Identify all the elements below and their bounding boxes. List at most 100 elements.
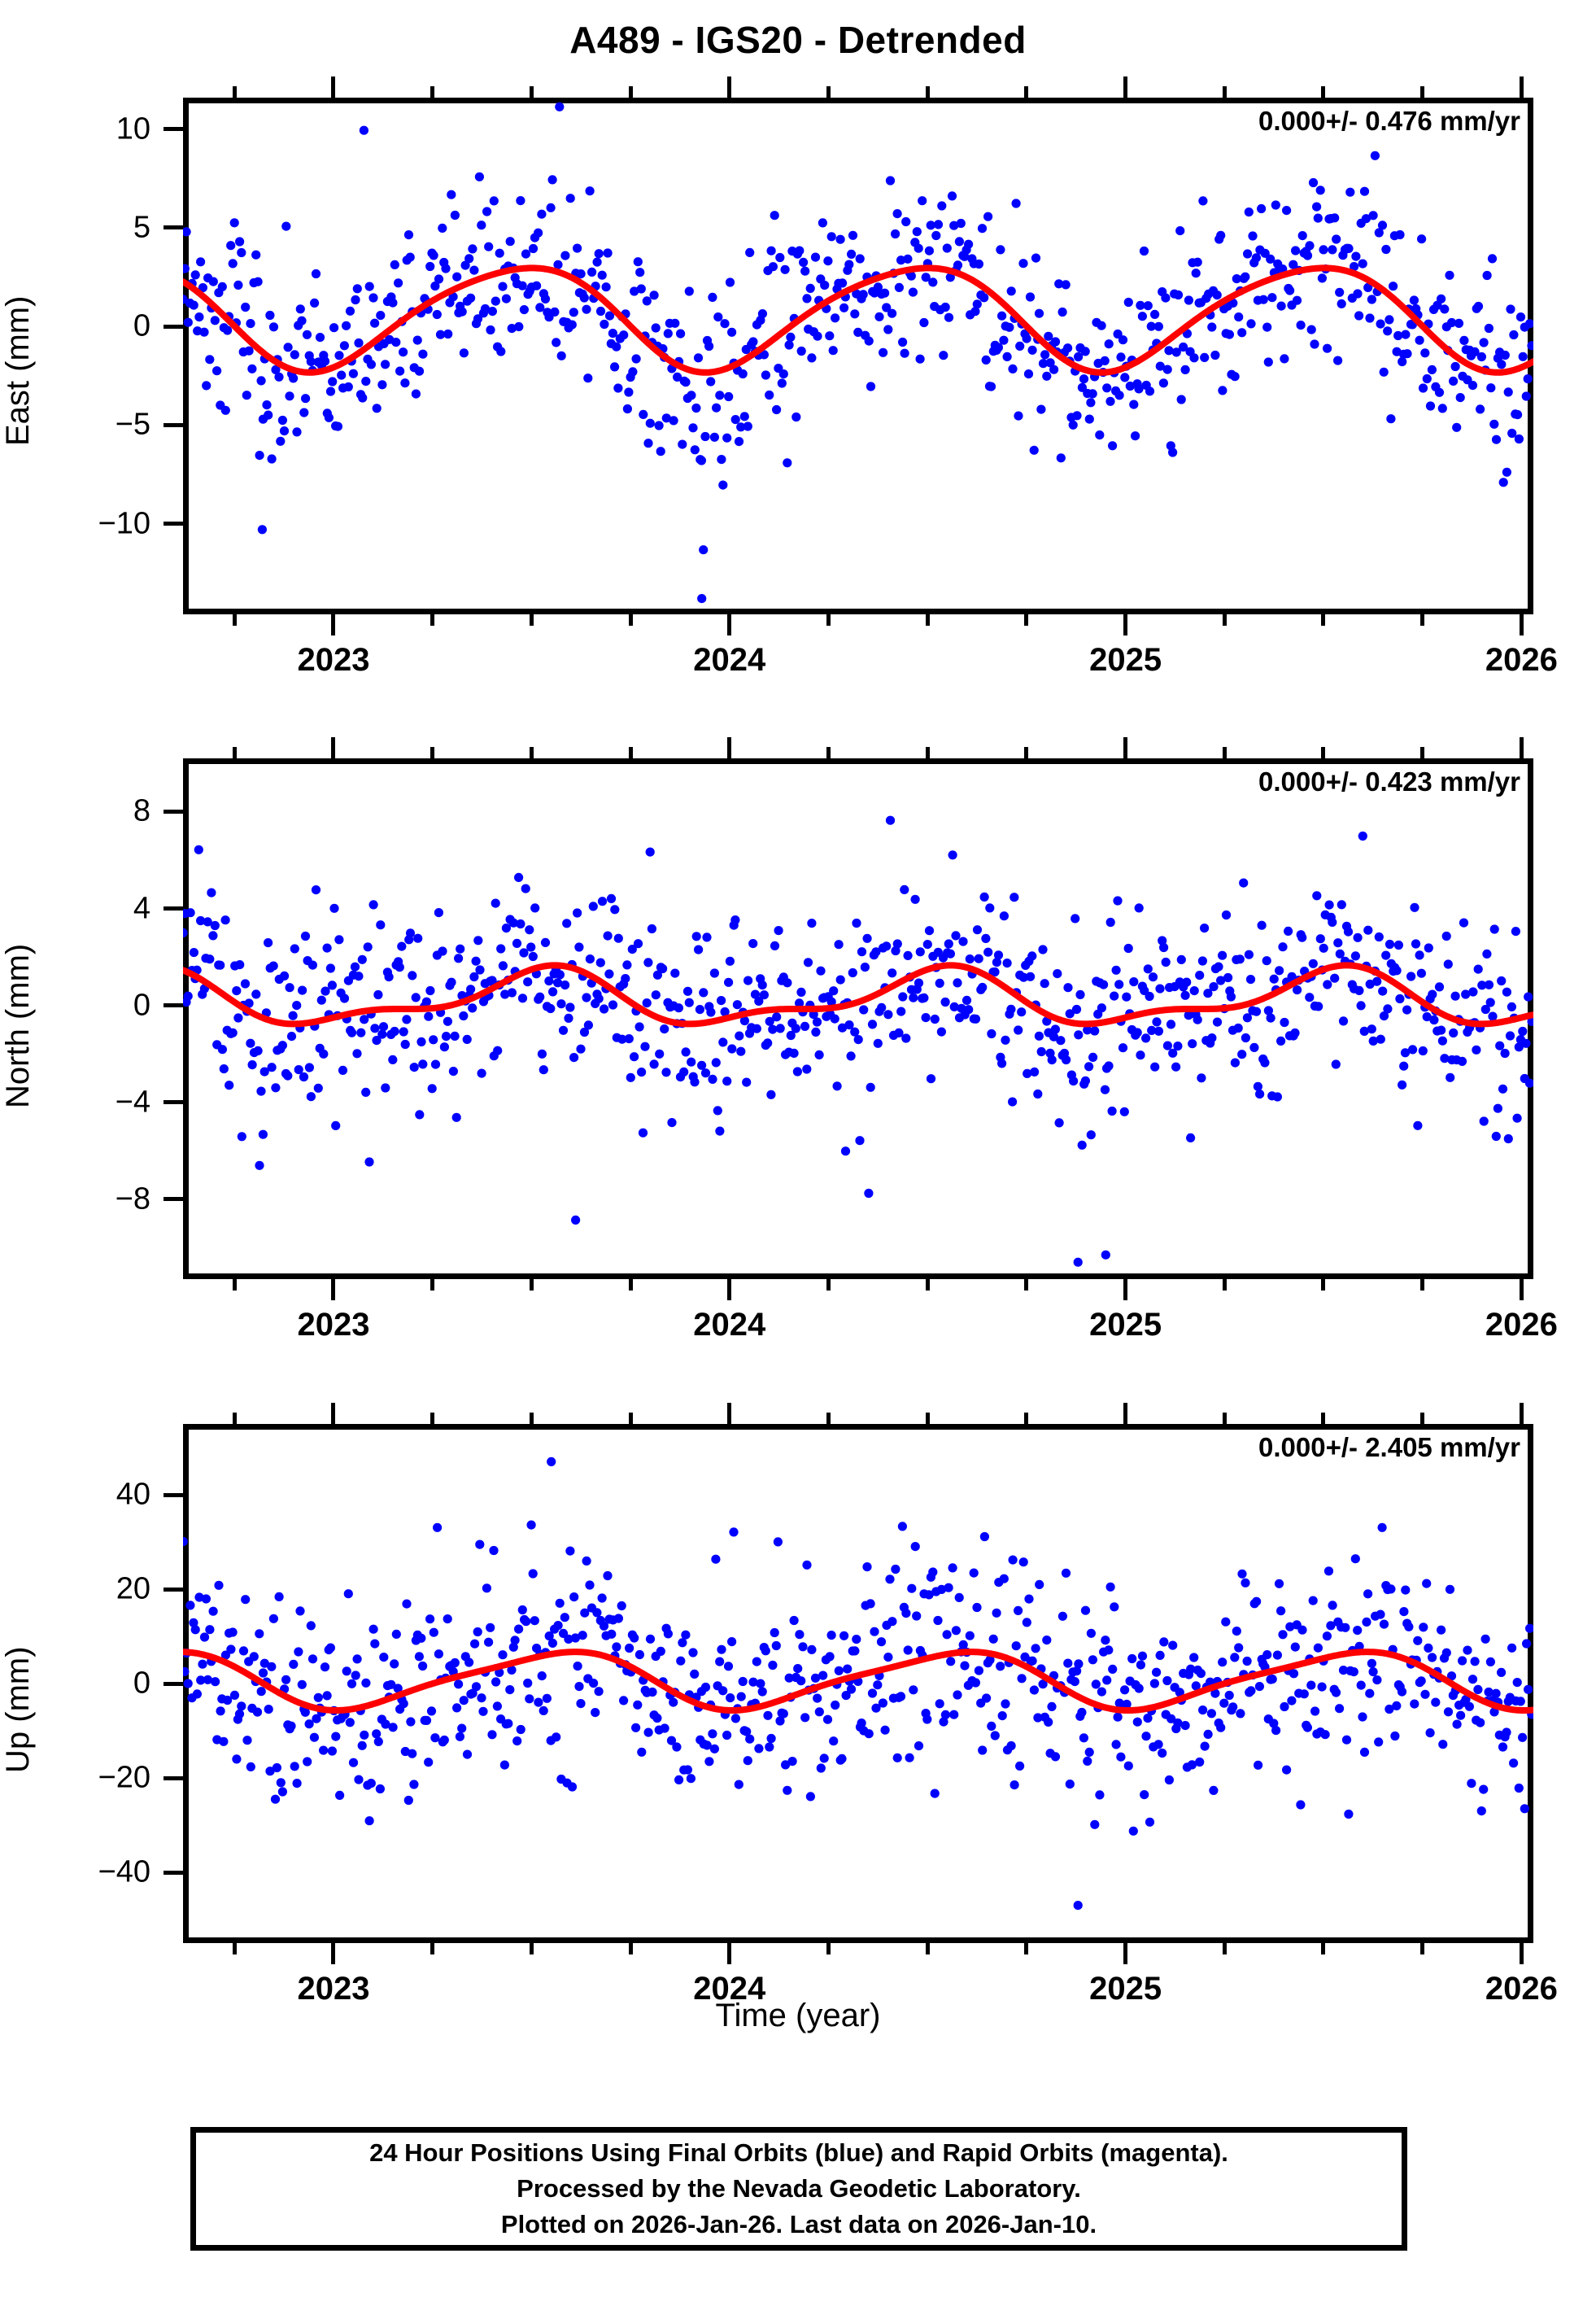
x-tick-label-north: 2024 [693,1307,766,1343]
x-minor-tick-north [628,1279,633,1291]
x-major-tick-top-up [1519,1403,1524,1424]
x-major-tick-up [1519,1943,1524,1964]
x-minor-tick-top-up [628,1413,633,1424]
x-minor-tick-top-north [1222,747,1227,758]
x-tick-label-up: 2025 [1089,1971,1162,2007]
x-minor-tick-up [232,1943,237,1954]
x-tick-label-up: 2026 [1485,1971,1558,2007]
x-minor-tick-top-east [1321,86,1326,98]
x-minor-tick-top-up [430,1413,435,1424]
x-minor-tick-up [826,1943,831,1954]
panel-north: 0.000+/- 0.423 mm/yr [183,758,1533,1279]
x-minor-tick-east [1321,614,1326,626]
y-tick-label-up: 40 [116,1477,150,1512]
x-tick-label-east: 2025 [1089,642,1162,678]
plot-frame-east [183,98,1533,614]
y-tick-label-up: 0 [133,1666,150,1701]
y-tick-east [164,422,183,427]
footer-line: 24 Hour Positions Using Final Orbits (bl… [369,2138,1228,2167]
y-tick-up [164,1775,183,1780]
y-tick-up [164,1492,183,1497]
x-minor-tick-north [1024,1279,1029,1291]
y-tick-north [164,1003,183,1008]
x-minor-tick-top-up [826,1413,831,1424]
x-minor-tick-top-up [1420,1413,1425,1424]
x-minor-tick-top-east [1024,86,1029,98]
y-tick-east [164,324,183,329]
x-minor-tick-up [1420,1943,1425,1954]
x-minor-tick-top-east [826,86,831,98]
x-minor-tick-top-up [1222,1413,1227,1424]
x-minor-tick-east [1420,614,1425,626]
panel-up: 0.000+/- 2.405 mm/yr [183,1424,1533,1943]
x-major-tick-top-up [1123,1403,1128,1424]
y-tick-label-north: 0 [133,988,150,1023]
x-minor-tick-north [826,1279,831,1291]
y-tick-label-up: −40 [98,1854,150,1889]
x-tick-label-east: 2024 [693,642,766,678]
y-tick-east [164,522,183,526]
x-minor-tick-east [925,614,930,626]
x-major-tick-top-east [727,76,732,98]
x-major-tick-top-north [727,737,732,758]
panel-east: 0.000+/- 0.476 mm/yr [183,98,1533,614]
rate-annotation-east: 0.000+/- 0.476 mm/yr [1258,106,1520,136]
x-tick-label-north: 2026 [1485,1307,1558,1343]
x-major-tick-north [1123,1279,1128,1300]
x-tick-label-north: 2023 [297,1307,370,1343]
y-tick-north [164,906,183,911]
x-minor-tick-top-north [826,747,831,758]
x-major-tick-east [331,614,336,635]
page-title: A489 - IGS20 - Detrended [569,19,1027,61]
x-major-tick-top-up [331,1403,336,1424]
x-major-tick-top-north [1123,737,1128,758]
y-tick-label-east: 5 [133,210,150,245]
x-minor-tick-north [232,1279,237,1291]
x-major-tick-top-east [1519,76,1524,98]
x-minor-tick-east [529,614,534,626]
footer-line: Plotted on 2026-Jan-26. Last data on 202… [500,2210,1097,2238]
x-minor-tick-up [925,1943,930,1954]
x-tick-label-up: 2023 [297,1971,370,2007]
x-major-tick-up [331,1943,336,1964]
x-tick-label-east: 2023 [297,642,370,678]
x-major-tick-top-east [1123,76,1128,98]
y-tick-east [164,225,183,230]
x-minor-tick-east [826,614,831,626]
x-minor-tick-top-up [1024,1413,1029,1424]
x-minor-tick-top-east [1420,86,1425,98]
x-major-tick-top-east [331,76,336,98]
x-minor-tick-top-up [925,1413,930,1424]
x-major-tick-east [727,614,732,635]
y-tick-up [164,1587,183,1592]
x-minor-tick-north [1420,1279,1425,1291]
x-tick-label-north: 2025 [1089,1307,1162,1343]
x-minor-tick-up [628,1943,633,1954]
x-axis-title: Time (year) [715,1998,881,2033]
y-tick-east [164,127,183,132]
x-minor-tick-top-east [1222,86,1227,98]
y-tick-label-up: 20 [116,1571,150,1606]
rate-annotation-north: 0.000+/- 0.423 mm/yr [1258,766,1520,797]
footer-note-box: 24 Hour Positions Using Final Orbits (bl… [190,2127,1407,2251]
x-major-tick-top-north [1519,737,1524,758]
x-minor-tick-east [430,614,435,626]
x-major-tick-top-north [331,737,336,758]
x-major-tick-up [727,1943,732,1964]
plot-area-north [183,758,1533,1279]
x-minor-tick-top-east [925,86,930,98]
x-minor-tick-top-north [1321,747,1326,758]
y-axis-title-north: North (mm) [0,943,36,1108]
x-minor-tick-top-north [1420,747,1425,758]
x-minor-tick-top-up [529,1413,534,1424]
x-minor-tick-top-up [1321,1413,1326,1424]
x-major-tick-north [1519,1279,1524,1300]
y-tick-label-east: 0 [133,308,150,343]
y-tick-label-north: 4 [133,891,150,926]
y-axis-title-up: Up (mm) [0,1646,36,1773]
x-major-tick-north [727,1279,732,1300]
x-minor-tick-top-east [628,86,633,98]
plot-area-up [183,1424,1533,1943]
y-tick-label-north: 8 [133,793,150,828]
